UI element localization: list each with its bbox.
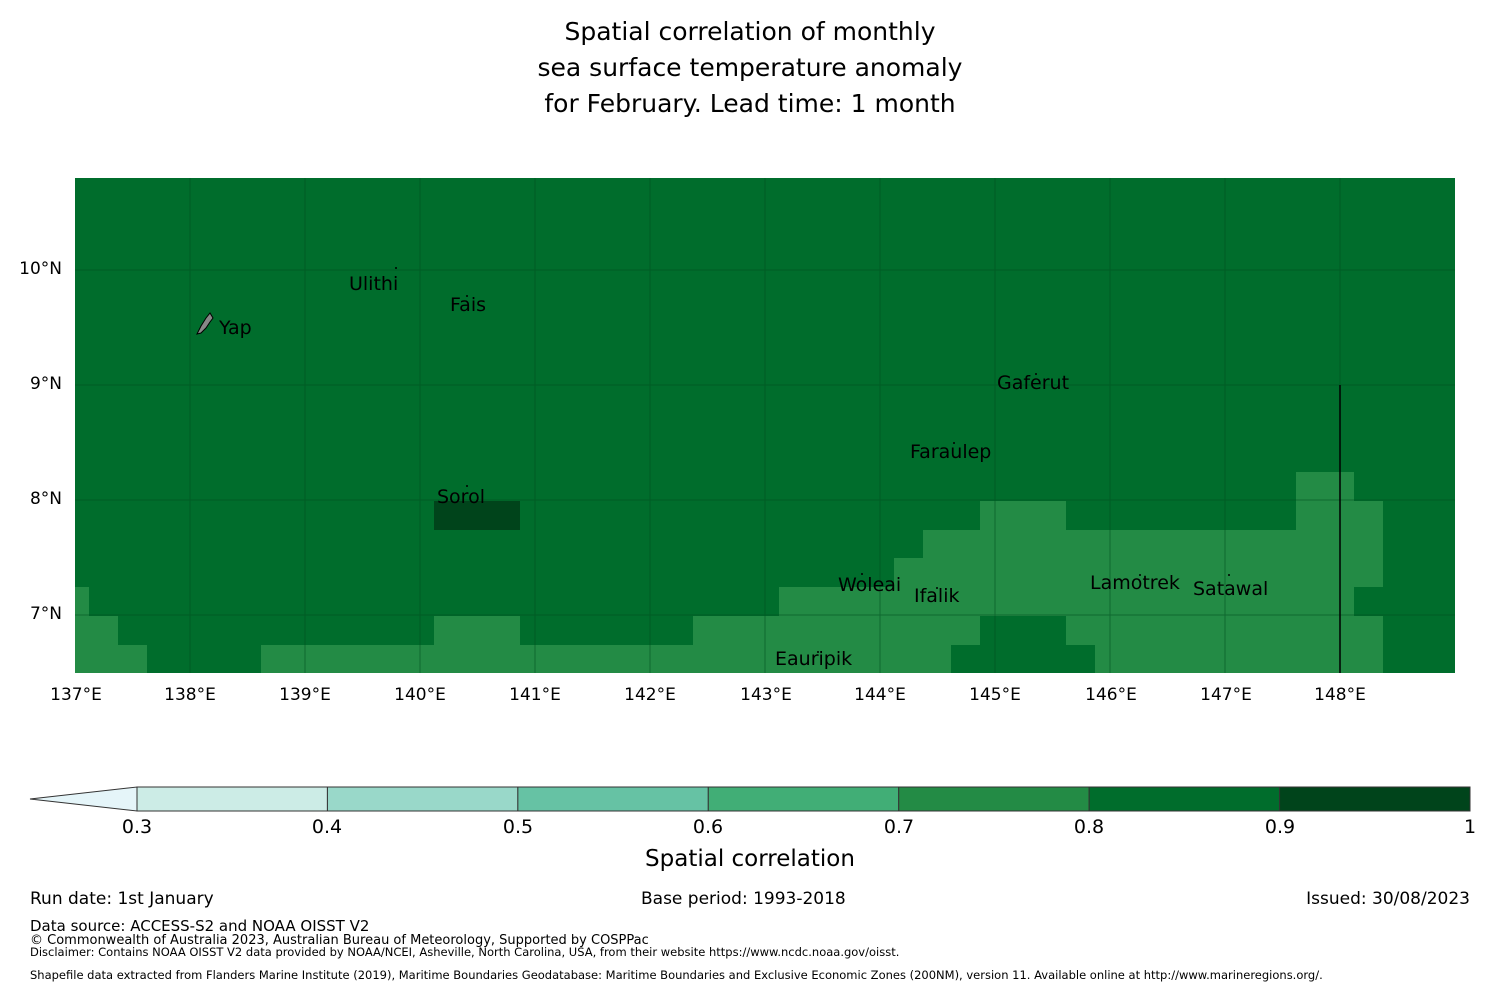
lon-label-146e: 146°E xyxy=(1085,685,1137,705)
title-line-2: sea surface temperature anomaly xyxy=(537,53,963,82)
colorbar-tick-0-7: 0.7 xyxy=(883,816,915,838)
colorbar-segment-5 xyxy=(898,786,1090,812)
disclaimer: Disclaimer: Contains NOAA OISST V2 data … xyxy=(30,945,900,959)
colorbar-tick-0-9: 0.9 xyxy=(1264,816,1296,838)
colorbar-segment-3 xyxy=(517,786,709,812)
lon-label-147e: 147°E xyxy=(1200,685,1252,705)
lat-label-10n: 10°N xyxy=(19,259,62,279)
lon-label-142e: 142°E xyxy=(624,685,676,705)
copyright-notice: © Commonwealth of Australia 2023, Austra… xyxy=(30,933,649,948)
colorbar-segment-7 xyxy=(1279,786,1471,812)
place-label-satawal: Satawal xyxy=(1193,578,1269,600)
colorbar-tick-0-3: 0.3 xyxy=(121,816,153,838)
region-corr-09-1-sorol xyxy=(434,501,520,530)
lat-label-8n: 8°N xyxy=(29,489,62,509)
lon-label-144e: 144°E xyxy=(854,685,906,705)
base-period: Base period: 1993-2018 xyxy=(641,889,846,909)
lon-label-141e: 141°E xyxy=(509,685,561,705)
colorbar-segment-6 xyxy=(1088,786,1281,812)
place-label-ulithi: Ulithi xyxy=(349,273,399,295)
place-label-sorol: Sorol xyxy=(437,486,485,508)
lon-label-138e: 138°E xyxy=(164,685,216,705)
place-label-faraulep: Faraulep xyxy=(910,441,992,463)
place-label-gaferut: Gaferut xyxy=(997,372,1070,394)
colorbar-title: Spatial correlation xyxy=(645,846,855,872)
colorbar-extend-triangle xyxy=(29,786,138,812)
run-date: Run date: 1st January xyxy=(30,889,214,909)
map-gridlines xyxy=(75,178,1455,673)
place-label-yap: Yap xyxy=(219,317,252,339)
issued-date: Issued: 30/08/2023 xyxy=(1306,889,1470,909)
place-label-woleai: Woleai xyxy=(838,574,902,596)
lon-label-137e: 137°E xyxy=(50,685,102,705)
colorbar-segment-1 xyxy=(136,786,328,812)
colorbar-segment-2 xyxy=(326,786,519,812)
region-corr-07-08-mid-west xyxy=(261,472,1383,673)
colorbar-tick-0-8: 0.8 xyxy=(1073,816,1105,838)
place-label-eauripik: Eauripik xyxy=(775,648,853,670)
lon-label-139e: 139°E xyxy=(279,685,331,705)
island-dots xyxy=(395,267,1230,653)
lon-label-145e: 145°E xyxy=(969,685,1021,705)
place-label-fais: Fais xyxy=(450,294,487,316)
shapefile-credit: Shapefile data extracted from Flanders M… xyxy=(30,968,1323,982)
title-line-3: for February. Lead time: 1 month xyxy=(544,89,956,118)
lon-label-140e: 140°E xyxy=(394,685,446,705)
lon-label-148e: 148°E xyxy=(1314,685,1366,705)
lon-label-143e: 143°E xyxy=(740,685,792,705)
colorbar xyxy=(29,786,1471,812)
place-label-lamotrek: Lamotrek xyxy=(1090,572,1180,594)
colorbar-segment-4 xyxy=(707,786,900,812)
data-source: Data source: ACCESS-S2 and NOAA OISST V2 xyxy=(30,917,370,935)
map-title: Spatial correlation of monthly sea surfa… xyxy=(0,14,1500,122)
colorbar-tick-0-6: 0.6 xyxy=(692,816,724,838)
title-line-1: Spatial correlation of monthly xyxy=(564,17,936,46)
colorbar-tick-0-4: 0.4 xyxy=(311,816,343,838)
colorbar-tick-0-5: 0.5 xyxy=(502,816,534,838)
region-corr-07-08-west xyxy=(75,587,147,673)
place-label-ifalik: Ifalik xyxy=(914,585,960,607)
lat-label-7n: 7°N xyxy=(29,604,62,624)
yap-island-shape xyxy=(196,312,214,335)
lat-label-9n: 9°N xyxy=(29,374,62,394)
colorbar-tick-1: 1 xyxy=(1463,816,1477,838)
